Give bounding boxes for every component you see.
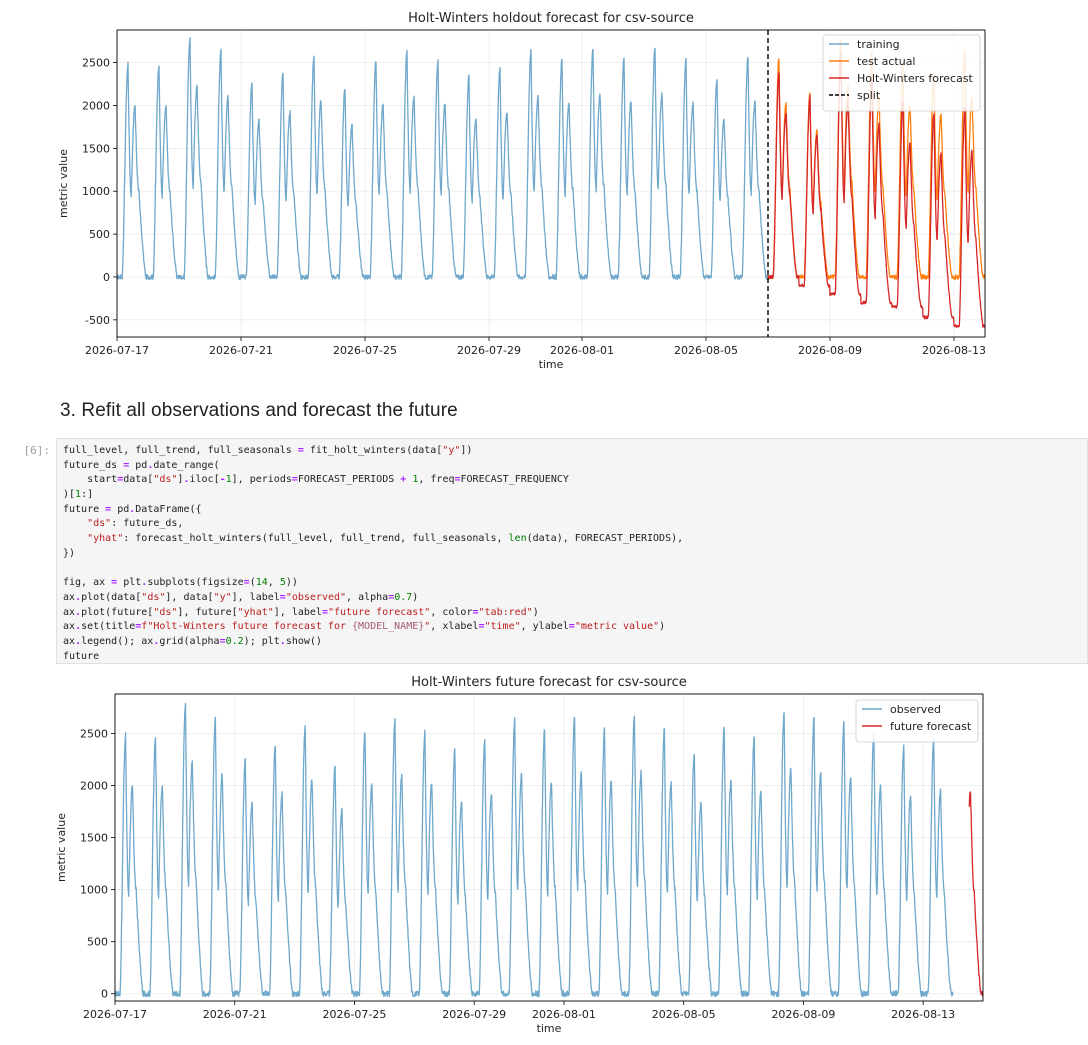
y-tick-label: 0: [103, 271, 110, 284]
future-forecast-plot: Holt-Winters future forecast for csv-sou…: [0, 668, 1088, 1045]
future-chart-svg: Holt-Winters future forecast for csv-sou…: [55, 675, 984, 1035]
x-tick-label: 2026-07-25: [333, 344, 397, 357]
y-tick-label: -500: [85, 314, 110, 327]
holdout-forecast-plot: Holt-Winters holdout forecast for csv-so…: [0, 0, 1088, 380]
legend-box: [822, 34, 981, 112]
y-tick-label: 1000: [80, 884, 108, 897]
y-tick-label: 500: [87, 936, 108, 949]
observed-line: [115, 702, 954, 998]
legend-box: [855, 699, 979, 743]
x-axis-label: time: [539, 358, 564, 371]
forecast-line: [767, 51, 985, 328]
y-tick-label: 2500: [80, 728, 108, 741]
x-axis-label: time: [537, 1022, 562, 1035]
x-tick-label: 2026-08-09: [798, 344, 862, 357]
code-line: ax.set(title=f"Holt-Winters future forec…: [63, 621, 666, 633]
plot-frame: [114, 693, 984, 1002]
y-tick-label: 0: [101, 988, 108, 1001]
x-tick-label: 2026-08-05: [652, 1008, 716, 1021]
x-tick-label: 2026-07-17: [83, 1008, 147, 1021]
y-tick-label: 1500: [82, 142, 110, 155]
cell-prompt: [6]:: [23, 444, 51, 457]
legend-label: observed: [890, 703, 941, 716]
legend-label: split: [857, 89, 881, 102]
future-forecast-line: [968, 791, 983, 997]
x-tick-label: 2026-07-29: [457, 344, 521, 357]
series-group: [115, 702, 983, 998]
y-tick-label: 500: [89, 228, 110, 241]
code-line: future: [63, 650, 100, 662]
code-line: ax.plot(data["ds"], data["y"], label="ob…: [63, 591, 419, 603]
x-tick-label: 2026-07-29: [442, 1008, 506, 1021]
y-tick-label: 2500: [82, 57, 110, 70]
code-line: ​: [63, 562, 1081, 577]
training-line: [117, 37, 769, 280]
code-line: ax.plot(future["ds"], future["yhat"], la…: [63, 606, 539, 618]
legend-label: training: [857, 38, 900, 51]
code-line: start=data["ds"].iloc[-1], periods=FOREC…: [63, 474, 569, 486]
y-tick-label: 1000: [82, 185, 110, 198]
code-line: ax.legend(); ax.grid(alpha=0.2); plt.sho…: [63, 635, 322, 647]
x-tick-label: 2026-08-05: [674, 344, 738, 357]
x-tick-label: 2026-08-01: [550, 344, 614, 357]
code-line: "ds": future_ds,: [87, 518, 184, 530]
legend-label: test actual: [857, 55, 916, 68]
code-line: future_ds = pd.date_range(: [63, 459, 220, 471]
code-line: full_level, full_trend, full_seasonals =…: [63, 445, 473, 456]
y-tick-label: 2000: [82, 99, 110, 112]
x-tick-label: 2026-07-21: [209, 344, 273, 357]
section-heading: 3. Refit all observations and forecast t…: [60, 400, 458, 421]
code-editor[interactable]: full_level, full_trend, full_seasonals =…: [56, 438, 1088, 664]
x-tick-label: 2026-07-25: [322, 1008, 386, 1021]
code-line: future = pd.DataFrame({: [63, 503, 202, 515]
plot-frame: [116, 29, 986, 338]
x-tick-label: 2026-07-21: [203, 1008, 267, 1021]
y-tick-label: 1500: [80, 832, 108, 845]
x-tick-label: 2026-08-13: [922, 344, 986, 357]
legend: training test actual Holt-Winters forecast…: [822, 34, 981, 112]
code-line: fig, ax = plt.subplots(figsize=(14, 5)): [63, 577, 298, 589]
x-tick-label: 2026-08-01: [532, 1008, 596, 1021]
code-line: "yhat": forecast_holt_winters(full_level…: [87, 533, 684, 545]
series-group: [117, 30, 985, 337]
chart-title: Holt-Winters future forecast for csv-sou…: [411, 675, 687, 690]
y-tick-label: 2000: [80, 780, 108, 793]
x-tick-label: 2026-08-13: [891, 1008, 955, 1021]
legend-label: future forecast: [890, 720, 972, 733]
x-tick-label: 2026-08-09: [771, 1008, 835, 1021]
x-tick-label: 2026-07-17: [85, 344, 149, 357]
code-cell[interactable]: [6]: full_level, full_trend, full_season…: [0, 436, 1088, 664]
holdout-chart-svg: Holt-Winters holdout forecast for csv-so…: [57, 11, 986, 371]
y-axis-label: metric value: [55, 813, 68, 882]
legend: observed future forecast: [855, 699, 979, 743]
legend-label: Holt-Winters forecast: [857, 72, 974, 85]
code-line: )[1:]: [63, 489, 94, 501]
code-line: }): [63, 547, 76, 559]
y-axis-label: metric value: [57, 149, 70, 218]
chart-title: Holt-Winters holdout forecast for csv-so…: [408, 11, 694, 26]
